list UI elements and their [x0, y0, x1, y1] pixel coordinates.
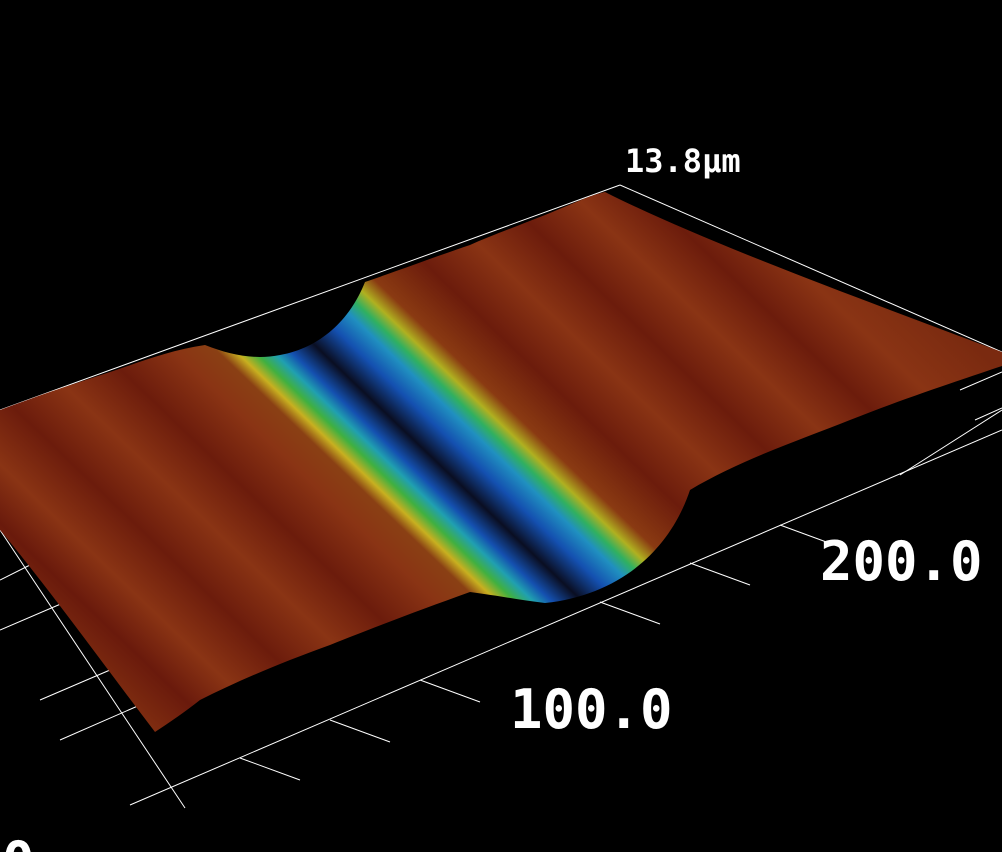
grid-line [689, 562, 751, 586]
x-tick-label: 0 [2, 830, 35, 852]
grid-line [959, 371, 1002, 391]
grid-line [974, 407, 1002, 421]
z-max-label: 13.8μm [625, 142, 741, 180]
grid-line [599, 601, 661, 625]
grid-line [419, 679, 481, 703]
grid-lines [0, 184, 1002, 809]
surface [0, 192, 1002, 732]
x-tick-label: 200.0 [820, 530, 983, 593]
grid-line [0, 184, 621, 411]
grid-line [899, 409, 1002, 476]
grid-line [0, 599, 71, 631]
grid-line [129, 429, 1002, 806]
grid-line [239, 757, 301, 781]
grid-line [329, 719, 391, 743]
grid-line [0, 529, 186, 809]
grid-line [619, 184, 1002, 353]
grid-line [59, 704, 141, 741]
grid-line [779, 524, 841, 548]
x-tick-label: 100.0 [510, 678, 673, 741]
grid-line [39, 669, 111, 701]
